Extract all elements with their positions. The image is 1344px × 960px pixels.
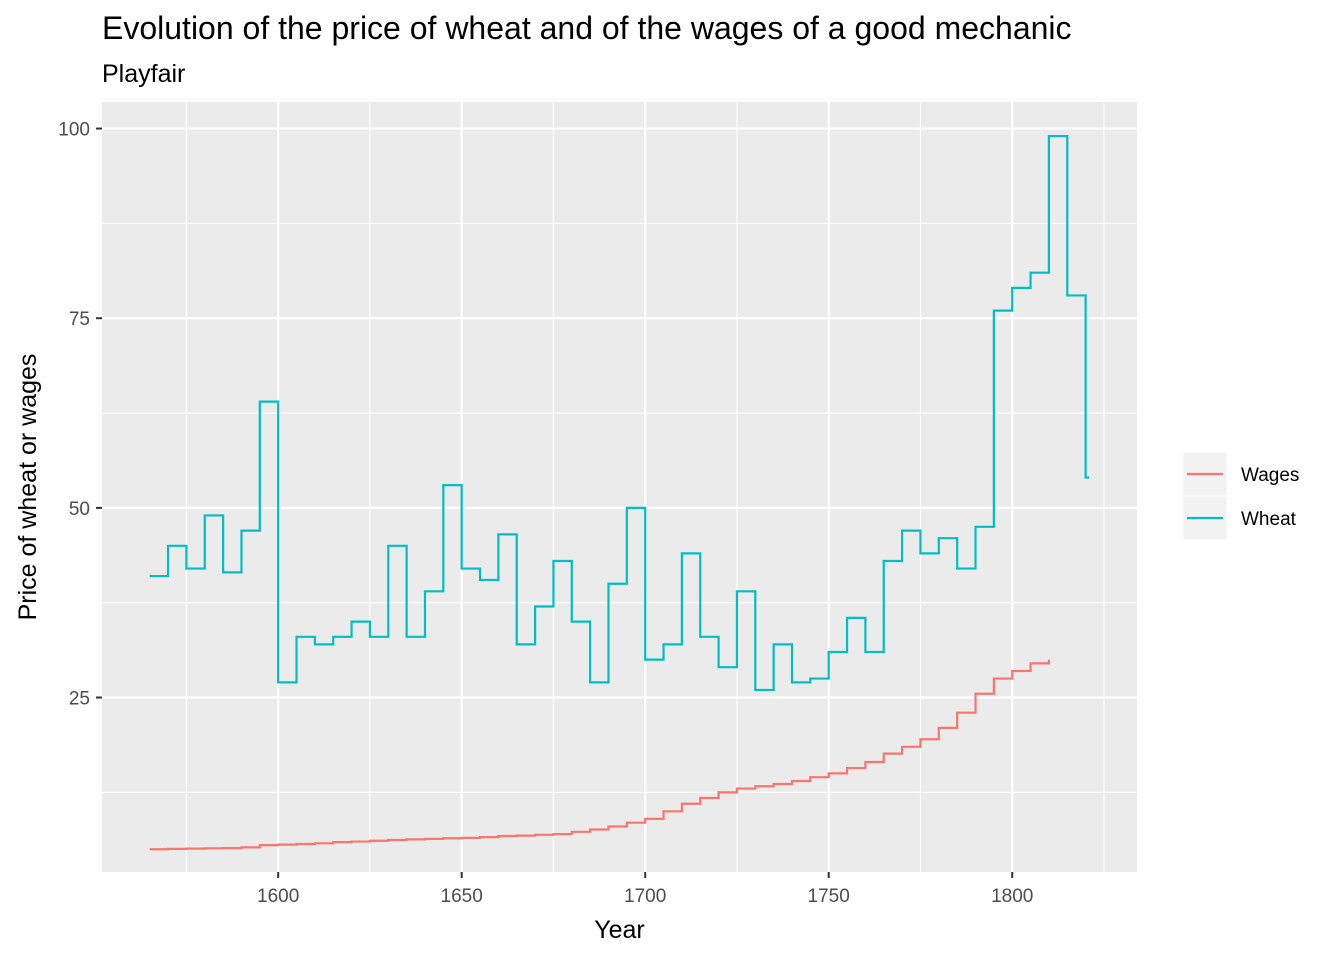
legend-label-wheat: Wheat [1241,509,1297,530]
y-tick-label: 50 [69,499,90,520]
y-axis-title: Price of wheat or wages [14,354,42,621]
series-layer [149,135,1090,851]
series-line-wheat [149,135,1090,692]
y-tick-label: 100 [58,120,90,141]
x-tick-label: 1650 [441,886,483,907]
y-axis: 25 50 75 100 [58,120,102,710]
grid-minor [102,102,1137,872]
y-tick-label: 25 [69,689,90,710]
y-tick-label: 75 [69,309,90,330]
x-tick-label: 1800 [991,886,1033,907]
x-axis-title: Year [594,916,645,944]
plot-panel [102,102,1137,872]
x-axis: 1600 1650 1700 1750 1800 [257,872,1033,907]
series-line-wages [149,659,1051,851]
grid-major [102,102,1137,872]
chart-subtitle: Playfair [102,60,185,88]
x-tick-label: 1700 [624,886,666,907]
chart-title: Evolution of the price of wheat and of t… [102,10,1072,46]
legend-label-wages: Wages [1241,465,1299,486]
legend: Wages Wheat [1182,451,1299,541]
x-tick-label: 1750 [808,886,850,907]
x-tick-label: 1600 [257,886,299,907]
